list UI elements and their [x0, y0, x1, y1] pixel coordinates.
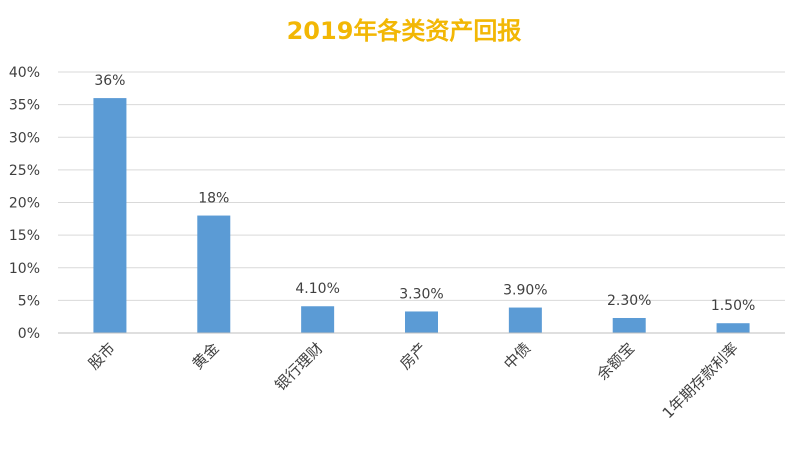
y-tick-label: 30%: [9, 130, 40, 146]
bar: [716, 323, 750, 333]
y-tick-label: 40%: [9, 65, 40, 81]
x-category-label: 黄金: [189, 339, 223, 373]
chart-title: 2019年各类资产回报: [287, 17, 522, 45]
data-label: 2.30%: [607, 293, 651, 309]
bar: [508, 307, 542, 333]
x-category-label: 余额宝: [593, 339, 638, 384]
gridlines: [58, 71, 785, 301]
x-category-label: 股市: [85, 339, 119, 373]
x-category-label: 银行理财: [271, 339, 326, 394]
data-label: 4.10%: [295, 281, 339, 297]
y-tick-label: 35%: [9, 98, 40, 114]
y-tick-label: 0%: [18, 326, 40, 342]
data-labels: 36% 18% 4.10% 3.30% 3.90% 2.30% 1.50%: [94, 73, 755, 314]
data-label: 3.90%: [503, 283, 547, 299]
x-category-label: 中债: [500, 339, 534, 373]
bar: [197, 215, 231, 333]
y-tick-label: 25%: [9, 163, 40, 179]
x-category-label: 房产: [396, 339, 430, 373]
bar: [301, 306, 335, 333]
bar: [93, 98, 127, 333]
x-axis-category-labels: 股市 黄金 银行理财 房产 中债 余额宝 1年期存款利率: [85, 339, 742, 422]
bar: [405, 311, 438, 333]
bar: [612, 317, 646, 333]
data-label: 36%: [94, 73, 125, 89]
bars: [93, 98, 750, 333]
data-label: 3.30%: [399, 286, 443, 302]
y-tick-label: 10%: [9, 261, 40, 277]
x-category-label: 1年期存款利率: [659, 339, 742, 422]
data-label: 18%: [198, 191, 229, 207]
data-label: 1.50%: [711, 298, 755, 314]
y-axis-ticks: 0% 5% 10% 15% 20% 25% 30% 35% 40%: [9, 65, 40, 342]
y-tick-label: 20%: [9, 196, 40, 212]
y-tick-label: 5%: [18, 293, 40, 309]
y-tick-label: 15%: [9, 228, 40, 244]
